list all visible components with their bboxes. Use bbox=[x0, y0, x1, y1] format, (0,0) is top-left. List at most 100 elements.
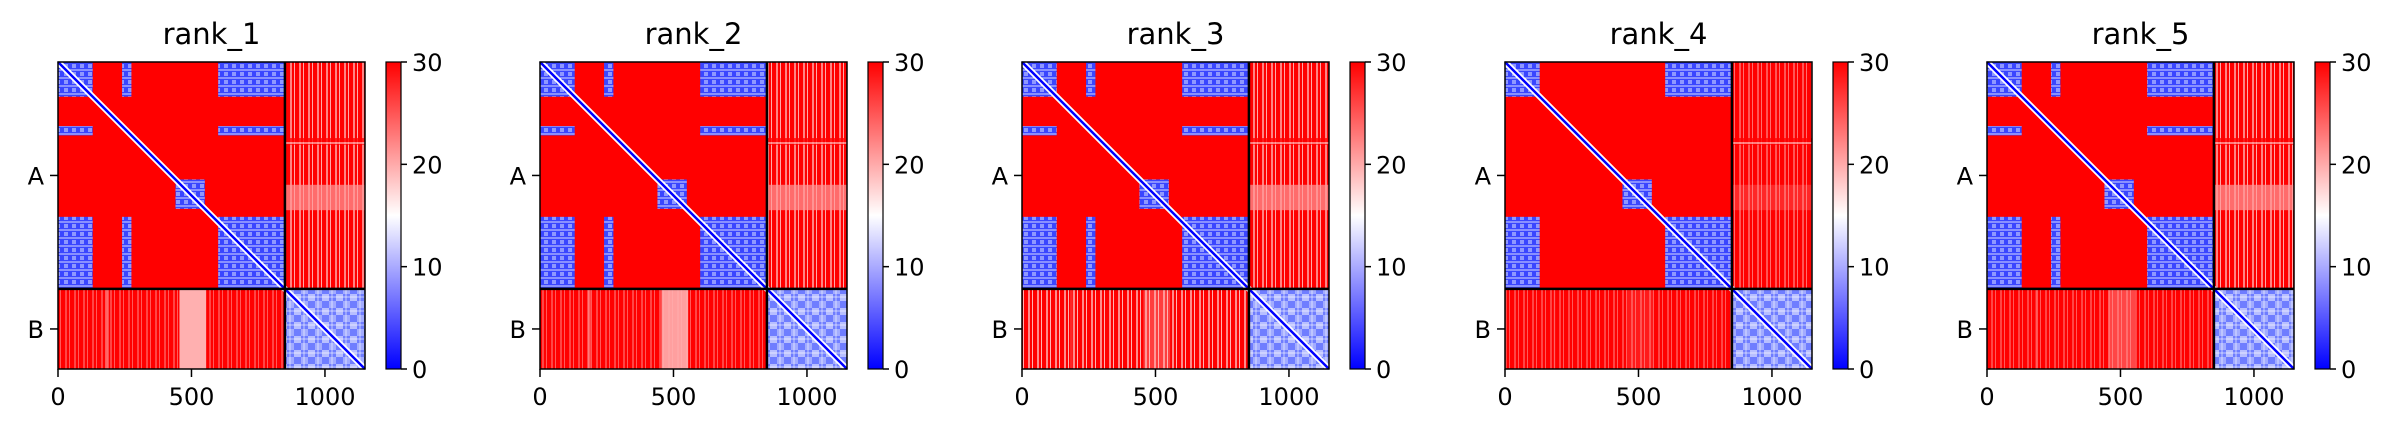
panel-title: rank_2 bbox=[645, 17, 743, 51]
y-tick-label: B bbox=[1475, 316, 1491, 344]
inter-chain-block-ab bbox=[2213, 62, 2294, 289]
low-error-domain-block bbox=[218, 62, 285, 97]
x-tick-label: 1000 bbox=[294, 383, 355, 411]
y-tick-label: B bbox=[1957, 316, 1973, 344]
heatmap-panel-2: rank_2 A B 0 500 1000 0 10 20 30 bbox=[510, 17, 925, 411]
low-error-domain-block bbox=[1987, 216, 2022, 289]
y-tick-label: A bbox=[28, 162, 45, 190]
panel-title: rank_1 bbox=[163, 17, 261, 51]
colorbar-tick-label: 10 bbox=[1376, 254, 1407, 282]
ab-light-band bbox=[2213, 184, 2294, 211]
heatmap-frame bbox=[539, 61, 848, 370]
colorbar-tick-label: 10 bbox=[894, 254, 925, 282]
low-error-domain-block bbox=[2051, 62, 2061, 97]
colorbar bbox=[1832, 61, 1849, 370]
low-error-domain-block bbox=[1505, 216, 1540, 289]
low-error-domain-block bbox=[2147, 62, 2214, 97]
colorbar-tick-label: 0 bbox=[2341, 356, 2356, 384]
y-tick-label: A bbox=[510, 162, 527, 190]
colorbar-tick-label: 0 bbox=[894, 356, 909, 384]
y-tick-label: B bbox=[992, 316, 1008, 344]
diagonal bbox=[57, 61, 366, 370]
colorbar-tick-label: 30 bbox=[1859, 49, 1890, 77]
diagonal bbox=[1504, 61, 1813, 370]
colorbar-tick-label: 30 bbox=[894, 49, 925, 77]
ab-light-band bbox=[284, 138, 365, 145]
x-tick-label: 1000 bbox=[776, 383, 837, 411]
inter-chain-block-ab bbox=[1731, 62, 1812, 289]
colorbar-tick-label: 20 bbox=[412, 151, 443, 179]
inter-chain-block-ba bbox=[1022, 288, 1249, 369]
x-tick-label: 0 bbox=[1014, 383, 1029, 411]
x-tick-label: 0 bbox=[1979, 383, 1994, 411]
x-tick-label: 500 bbox=[1616, 383, 1662, 411]
low-error-domain-block bbox=[1987, 126, 2022, 136]
low-error-domain-block bbox=[218, 126, 285, 136]
colorbar-tick-label: 20 bbox=[1376, 151, 1407, 179]
x-tick-label: 0 bbox=[1497, 383, 1512, 411]
inter-chain-block-ba bbox=[540, 288, 767, 369]
inter-chain-block-ab bbox=[1248, 62, 1329, 289]
inter-chain-block-ba bbox=[58, 288, 285, 369]
x-tick-label: 500 bbox=[169, 383, 215, 411]
heatmap-panel-5: rank_5 A B 0 500 1000 0 10 20 30 bbox=[1957, 17, 2372, 411]
ba-light-band bbox=[2108, 288, 2136, 369]
low-error-domain-block bbox=[122, 216, 132, 289]
ba-light-band bbox=[106, 288, 109, 369]
colorbar bbox=[385, 61, 402, 370]
heatmap-frame bbox=[1986, 61, 2295, 370]
colorbar-tick-label: 30 bbox=[2341, 49, 2372, 77]
heatmap-frame bbox=[57, 61, 366, 370]
diagonal bbox=[1986, 61, 2295, 370]
low-error-domain-block bbox=[540, 216, 575, 289]
low-error-domain-block bbox=[58, 216, 93, 289]
inter-chain-block-ab bbox=[284, 62, 365, 289]
low-error-domain-block bbox=[1022, 126, 1057, 136]
panel-title: rank_5 bbox=[2092, 17, 2190, 51]
colorbar-tick-label: 0 bbox=[1859, 356, 1874, 384]
colorbar-tick-label: 20 bbox=[2341, 151, 2372, 179]
ba-light-band bbox=[179, 288, 207, 369]
low-error-domain-block bbox=[1086, 216, 1096, 289]
ab-light-band bbox=[766, 138, 847, 145]
ab-light-band bbox=[1731, 138, 1812, 145]
y-tick-label: B bbox=[510, 316, 526, 344]
low-error-domain-block bbox=[700, 62, 767, 97]
inter-chain-block-ba bbox=[1505, 288, 1732, 369]
y-tick-label: A bbox=[992, 162, 1009, 190]
x-tick-label: 1000 bbox=[2223, 383, 2284, 411]
panel-title: rank_4 bbox=[1610, 17, 1708, 51]
ab-light-band bbox=[1731, 184, 1812, 211]
colorbar-tick-label: 0 bbox=[412, 356, 427, 384]
x-tick-label: 1000 bbox=[1258, 383, 1319, 411]
low-error-domain-block bbox=[604, 62, 614, 97]
ab-light-band bbox=[1248, 138, 1329, 145]
ab-light-band bbox=[284, 184, 365, 211]
low-error-domain-block bbox=[122, 62, 132, 97]
ab-light-band bbox=[2213, 138, 2294, 145]
diagonal bbox=[539, 61, 848, 370]
colorbar-tick-label: 0 bbox=[1376, 356, 1391, 384]
low-error-domain-block bbox=[1022, 216, 1057, 289]
x-tick-label: 500 bbox=[1133, 383, 1179, 411]
y-tick-label: A bbox=[1957, 162, 1974, 190]
low-error-domain-block bbox=[2147, 126, 2214, 136]
heatmap-frame bbox=[1504, 61, 1813, 370]
colorbar-tick-label: 20 bbox=[1859, 151, 1890, 179]
x-tick-label: 500 bbox=[651, 383, 697, 411]
colorbar-tick-label: 10 bbox=[1859, 254, 1890, 282]
colorbar-tick-label: 30 bbox=[412, 49, 443, 77]
low-error-domain-block bbox=[1086, 62, 1096, 97]
inter-chain-block-ba bbox=[1987, 288, 2214, 369]
low-error-domain-block bbox=[604, 216, 614, 289]
colorbar bbox=[2314, 61, 2331, 370]
heatmap-panel-3: rank_3 A B 0 500 1000 0 10 20 30 bbox=[992, 17, 1407, 411]
ba-light-band bbox=[1143, 288, 1171, 369]
x-tick-label: 0 bbox=[50, 383, 65, 411]
low-error-domain-block bbox=[58, 126, 93, 136]
ba-light-band bbox=[2035, 288, 2038, 369]
y-tick-label: A bbox=[1475, 162, 1492, 190]
ab-light-band bbox=[766, 184, 847, 211]
colorbar-tick-label: 20 bbox=[894, 151, 925, 179]
